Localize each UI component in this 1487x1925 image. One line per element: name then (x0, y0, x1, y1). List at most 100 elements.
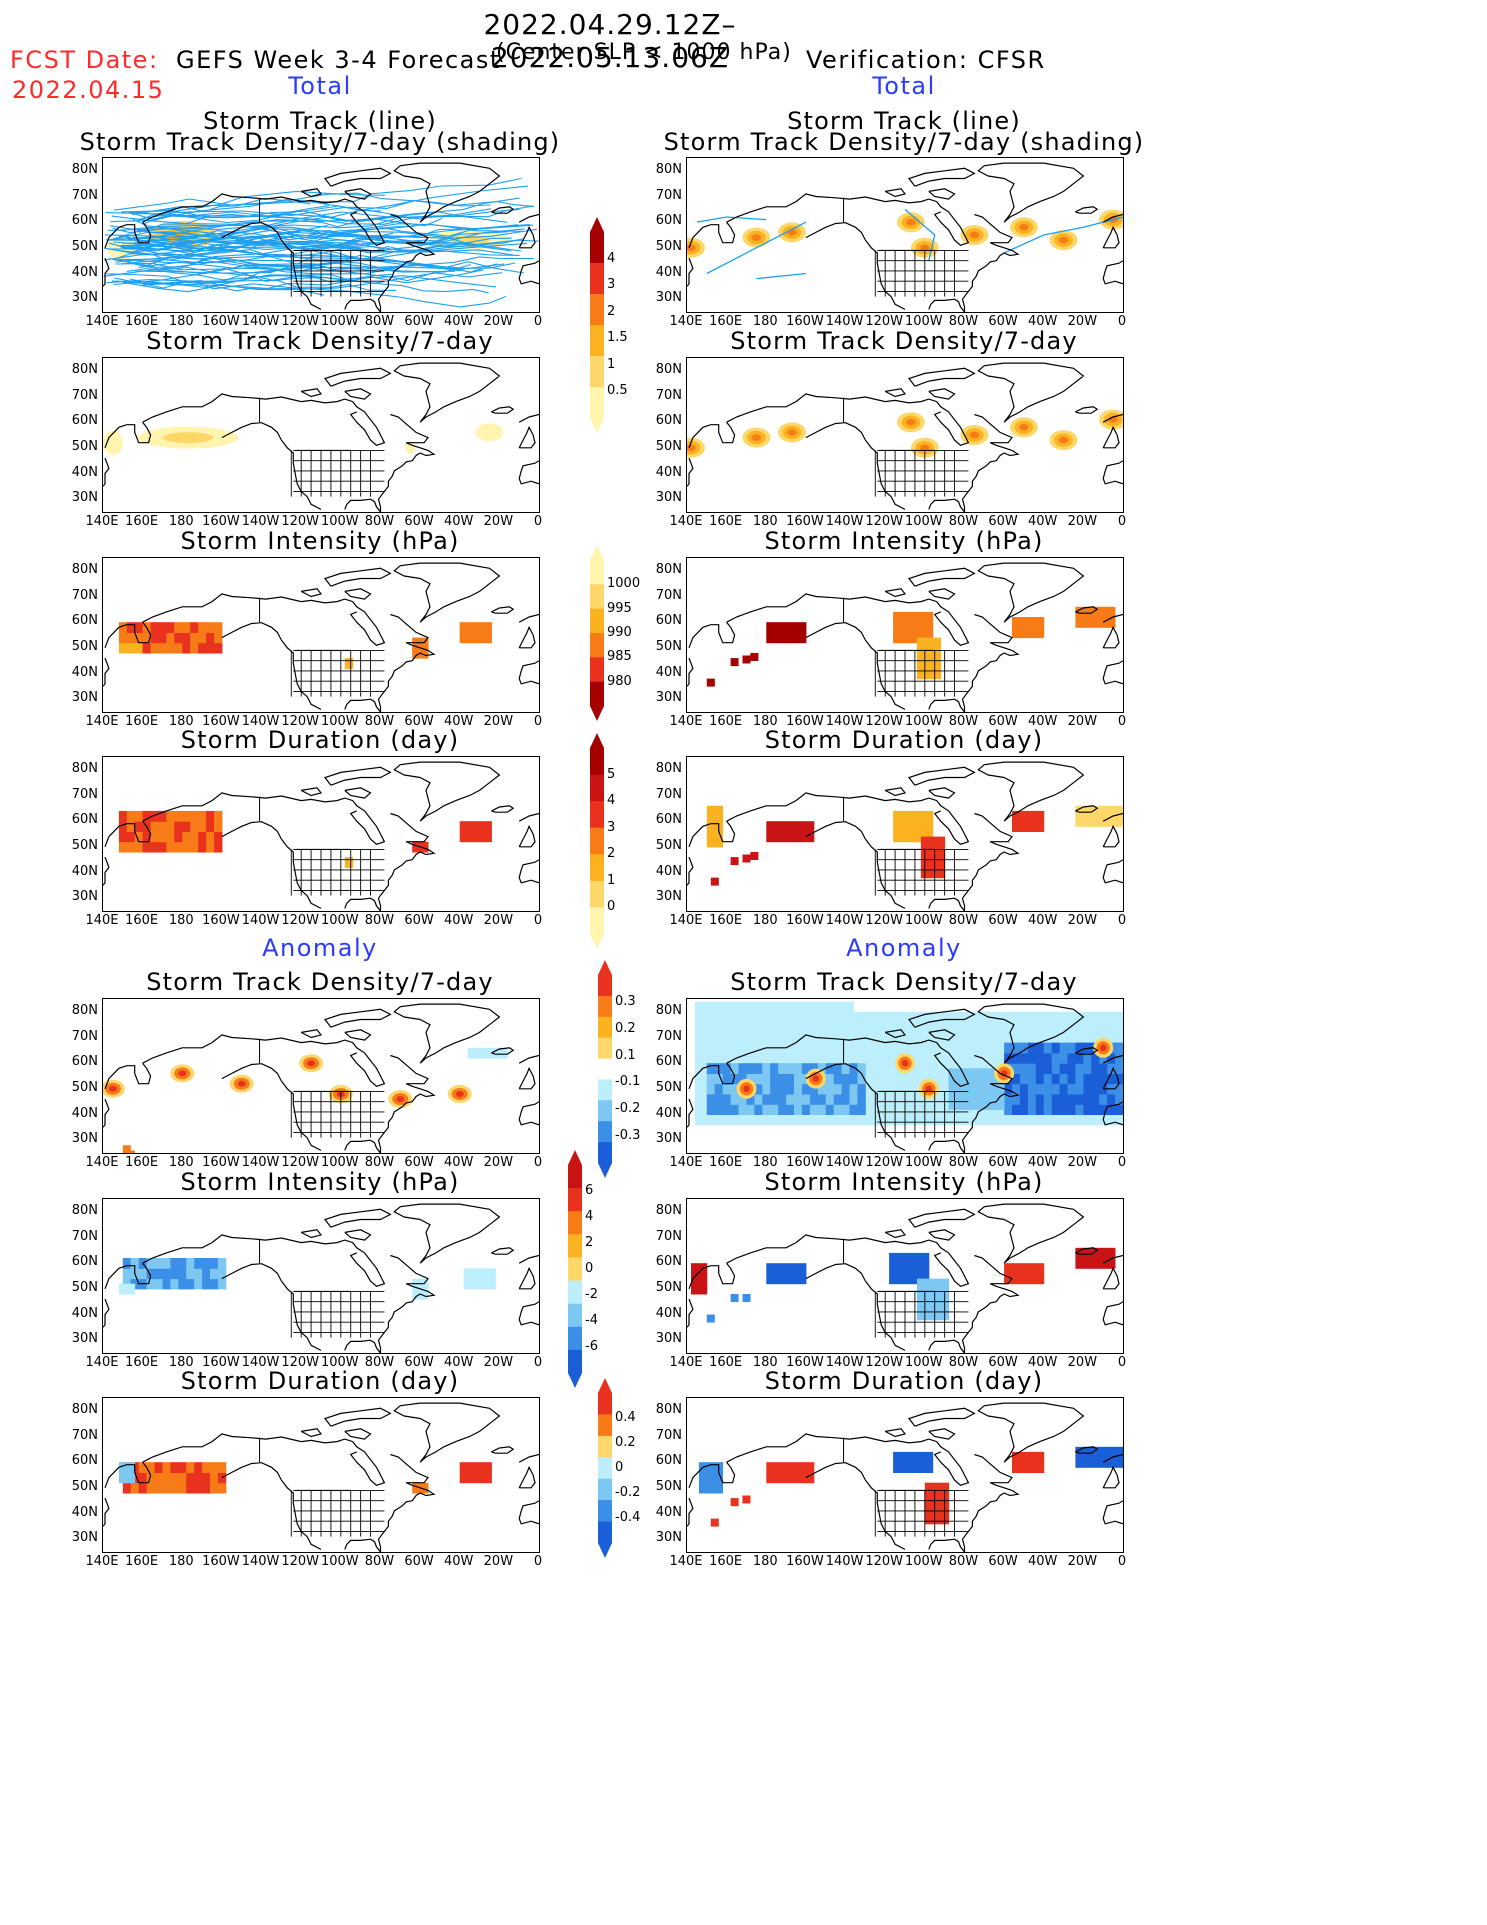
lat-tick-label: 30N (71, 290, 98, 306)
lon-tick-label: 100W (904, 714, 943, 729)
lon-tick-label: 40W (444, 714, 474, 729)
colorbar-label: 980 (607, 673, 632, 689)
colorbar-label: 1 (607, 872, 616, 888)
lon-tick-label: 60W (404, 1554, 434, 1569)
panel-title: Storm Duration (day) (764, 726, 1044, 754)
lon-tick-label: 40W (1028, 1554, 1058, 1569)
lat-tick-label: 80N (71, 1202, 98, 1218)
lon-tick-label: 120W (281, 714, 320, 729)
lon-tick-label: 60W (988, 1554, 1018, 1569)
lon-tick-label: 160E (709, 1155, 743, 1170)
lon-tick-label: 0 (1117, 314, 1127, 329)
lat-tick-label: 60N (71, 413, 98, 429)
lon-tick-label: 80W (364, 913, 395, 928)
lon-tick-label: 160W (202, 1355, 240, 1370)
panel-title: Storm Track Density/7-day (146, 968, 494, 996)
lon-tick-label: 60W (404, 314, 434, 329)
section-total-right: Total (872, 72, 936, 100)
colorbar-svg (590, 733, 604, 949)
colorbar-label: 4 (607, 793, 616, 809)
panel-title: Storm Track Density/7-day (146, 327, 494, 355)
lon-tick-label: 100W (320, 314, 359, 329)
colorbar-svg (590, 545, 604, 721)
lon-tick-label: 140E (669, 1554, 703, 1569)
lon-tick-label: 140E (669, 714, 703, 729)
colorbar-label: 0.2 (615, 1435, 636, 1450)
lat-tick-label: 70N (71, 1427, 98, 1443)
lon-tick-label: 100W (904, 1155, 943, 1170)
colorbar-label: 4 (607, 250, 616, 266)
lon-tick-label: 160E (125, 1554, 159, 1569)
lat-tick-label: 30N (655, 690, 682, 706)
lon-tick-label: 100W (904, 1554, 943, 1569)
lon-tick-label: 20W (1067, 1155, 1098, 1170)
lon-tick-label: 160E (125, 913, 159, 928)
lat-tick-label: 50N (655, 238, 682, 254)
lat-tick-label: 70N (71, 1028, 98, 1044)
map-svg (103, 562, 539, 712)
lon-tick-label: 140E (85, 1155, 119, 1170)
lat-tick-label: 80N (655, 361, 682, 377)
lat-tick-label: 40N (655, 1504, 682, 1520)
lon-tick-label: 140W (825, 514, 864, 529)
lon-tick-label: 160W (786, 913, 824, 928)
lon-tick-label: 40W (1028, 314, 1058, 329)
colorbar-label: -0.1 (615, 1074, 641, 1090)
lon-tick-label: 160W (786, 514, 824, 529)
lon-tick-label: 160W (202, 1554, 240, 1569)
lon-tick-label: 160E (709, 514, 743, 529)
lon-tick-label: 160E (709, 913, 743, 928)
lon-tick-label: 0 (533, 913, 543, 928)
lat-tick-label: 80N (655, 1002, 682, 1018)
map-area (102, 756, 540, 912)
lon-tick-label: 180 (752, 913, 778, 928)
lon-tick-label: 20W (1067, 514, 1098, 529)
lon-tick-label: 100W (904, 913, 943, 928)
lat-tick-label: 70N (655, 786, 682, 802)
colorbar-label: 0.5 (607, 383, 628, 399)
lon-tick-label: 60W (988, 1155, 1018, 1170)
lat-tick-label: 70N (655, 387, 682, 403)
colorbar-label: 995 (607, 600, 632, 616)
lon-tick-label: 180 (752, 1155, 778, 1170)
lat-tick-label: 40N (655, 863, 682, 879)
lon-tick-label: 80W (948, 1554, 979, 1569)
lat-tick-label: 40N (71, 863, 98, 879)
lon-tick-label: 0 (1117, 1355, 1127, 1370)
panel-title: Storm Intensity (hPa) (764, 1168, 1044, 1196)
panel-title: Storm Intensity (hPa) (180, 527, 460, 555)
lat-tick-label: 70N (655, 587, 682, 603)
lon-tick-label: 180 (752, 514, 778, 529)
lon-tick-label: 60W (988, 1355, 1018, 1370)
panel-title: Storm Duration (day) (180, 726, 460, 754)
colorbar-label: 0 (585, 1261, 594, 1276)
colorbar-label: -6 (585, 1339, 598, 1354)
lon-tick-label: 140W (825, 1355, 864, 1370)
lon-tick-label: 40W (444, 514, 474, 529)
lon-tick-label: 140E (669, 514, 703, 529)
lon-tick-label: 20W (483, 1355, 514, 1370)
lon-tick-label: 160W (202, 714, 240, 729)
lat-tick-label: 80N (71, 1401, 98, 1417)
lon-tick-label: 140E (85, 913, 119, 928)
lat-tick-label: 40N (71, 464, 98, 480)
lon-tick-label: 0 (533, 514, 543, 529)
lat-tick-label: 70N (655, 1427, 682, 1443)
colorbar-label: 4 (585, 1209, 594, 1224)
lon-tick-label: 180 (752, 1355, 778, 1370)
colorbar-label: 2 (607, 303, 616, 319)
colorbar-label: 1 (607, 356, 616, 372)
panel-subtitle: Storm Track Density/7-day (shading) (663, 128, 1145, 156)
lat-tick-label: 40N (71, 264, 98, 280)
lat-tick-label: 50N (71, 1478, 98, 1494)
colorbar-label: 6 (585, 1183, 594, 1198)
lon-tick-label: 20W (1067, 714, 1098, 729)
lon-tick-label: 20W (483, 514, 514, 529)
lon-tick-label: 140W (241, 913, 280, 928)
lat-tick-label: 40N (655, 464, 682, 480)
lon-tick-label: 180 (168, 314, 194, 329)
lon-tick-label: 40W (444, 314, 474, 329)
lat-tick-label: 80N (655, 1202, 682, 1218)
lon-tick-label: 0 (1117, 714, 1127, 729)
map-area (686, 998, 1124, 1154)
